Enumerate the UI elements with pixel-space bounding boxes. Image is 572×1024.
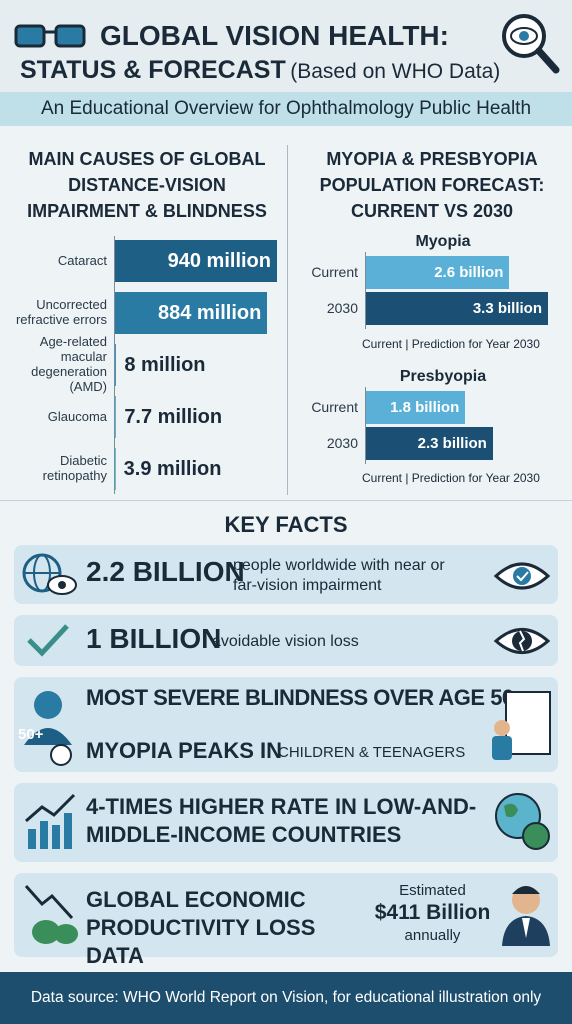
eye-check-icon <box>493 562 551 590</box>
bar <box>115 396 117 438</box>
divider <box>287 145 288 495</box>
amount-prefix: Estimated <box>399 882 466 899</box>
value-label: 7.7 million <box>124 405 223 428</box>
axis-line <box>365 252 366 329</box>
globe-money-icon <box>495 793 550 850</box>
axis-line <box>114 236 115 494</box>
eye-broken-icon <box>493 628 551 654</box>
magnifier-icon <box>502 14 560 74</box>
fact-text: CHILDREN & TEENAGERS <box>278 744 466 761</box>
businessman-icon <box>502 886 550 946</box>
fact-card <box>14 783 558 862</box>
check-icon <box>27 624 69 657</box>
header <box>0 0 572 92</box>
bar <box>115 240 277 282</box>
money-down-icon <box>24 885 78 944</box>
fact-card <box>14 545 558 604</box>
causes-heading: MAIN CAUSES OF GLOBAL DISTANCE-VISION IM… <box>27 149 267 221</box>
category-label: 2030 <box>326 300 358 317</box>
value-label: 3.3 billion <box>472 300 542 317</box>
title-note: (Based on WHO Data) <box>290 60 501 83</box>
chart-note: Current | Prediction for Year 2030 <box>362 337 540 351</box>
axis-line <box>365 387 366 464</box>
key-facts-heading: KEY FACTS <box>224 512 348 537</box>
bar <box>366 391 466 424</box>
chart-note: Current | Prediction for Year 2030 <box>362 471 540 485</box>
fact-text: people worldwide with near or far-vision… <box>233 557 445 594</box>
bar <box>366 427 493 460</box>
fact-text: avoidable vision loss <box>212 633 359 650</box>
loss-amount: Estimated $411 Billion annually <box>370 882 495 944</box>
fact-highlight: MOST SEVERE BLINDNESS OVER AGE 50 <box>86 685 514 710</box>
fact-highlight: GLOBAL ECONOMIC PRODUCTIVITY LOSS DATA <box>86 887 316 968</box>
category-label: 2030 <box>326 435 358 452</box>
person-icon <box>24 691 72 766</box>
eye-chart-icon <box>492 691 551 760</box>
title-line: STATUS & FORECAST (Based on WHO Data) <box>20 56 500 85</box>
fact-card <box>14 615 558 666</box>
bar <box>366 292 548 325</box>
title: GLOBAL VISION HEALTH: <box>100 20 449 51</box>
category-label: Uncorrected refractive errors <box>15 297 107 327</box>
fact-highlight: 2.2 BILLION <box>86 556 245 587</box>
category-label: Diabetic retinopathy <box>42 453 107 483</box>
category-label: Glaucoma <box>47 408 107 424</box>
chart-title: Presbyopia <box>399 368 487 385</box>
fact-highlight: 4-TIMES HIGHER RATE IN LOW-AND-MIDDLE-IN… <box>86 794 477 847</box>
fact-card <box>14 677 558 772</box>
bar <box>115 344 117 386</box>
value-label: 8 million <box>124 353 206 376</box>
category-label: Current <box>311 264 358 281</box>
subtitle: An Educational Overview for Ophthalmolog… <box>0 92 572 126</box>
fact-highlight: MYOPIA PEAKS IN <box>86 738 282 763</box>
category-label: Cataract <box>57 252 107 268</box>
bar <box>366 256 510 289</box>
amount: $411 Billion <box>374 901 491 924</box>
fact-highlight: 1 BILLION <box>86 623 222 654</box>
category-label: Age-related macular degeneration (AMD) <box>31 334 107 394</box>
forecast-heading: MYOPIA & PRESBYOPIA POPULATION FORECAST:… <box>319 149 545 221</box>
rule <box>0 500 572 501</box>
value-label: 884 million <box>157 301 262 324</box>
age-badge: 50+ <box>18 726 44 743</box>
amount-suffix: annually <box>404 927 461 944</box>
fact-card <box>14 873 558 957</box>
value-label: 940 million <box>167 249 271 272</box>
value-label: 2.6 billion <box>434 264 504 281</box>
chart-up-icon <box>25 793 76 849</box>
title-line2: STATUS & FORECAST <box>20 56 286 84</box>
bar <box>115 292 268 334</box>
glasses-icon <box>14 24 86 48</box>
value-label: 1.8 billion <box>390 399 460 416</box>
value-label: 3.9 million <box>123 457 222 480</box>
category-label: Current <box>311 399 358 416</box>
footer: Data source: WHO World Report on Vision,… <box>0 972 572 1024</box>
value-label: 2.3 billion <box>417 435 487 452</box>
globe-eye-icon <box>22 553 77 595</box>
bar <box>115 448 116 490</box>
chart-title: Myopia <box>415 233 471 250</box>
